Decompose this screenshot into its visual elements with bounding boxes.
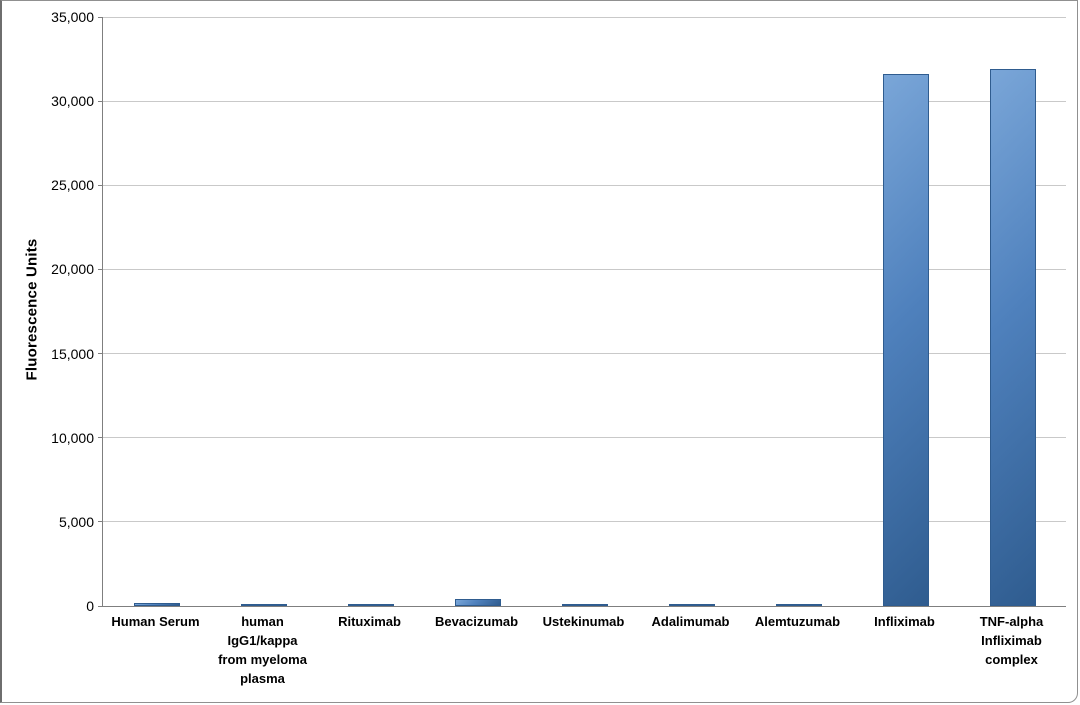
x-category-label-tnf-alpha: TNF-alpha Infliximab complex	[979, 614, 1044, 667]
bar-ustekinumab	[561, 603, 608, 606]
y-tick-mark	[98, 605, 103, 607]
y-tick-mark	[98, 16, 103, 18]
x-category-label-infliximab: Infliximab	[874, 614, 935, 629]
bar-rituximab	[347, 603, 394, 606]
gridline	[103, 268, 1066, 270]
gridline	[103, 353, 1066, 355]
y-tick-mark	[98, 184, 103, 186]
bar-bevacizumab	[454, 599, 501, 606]
y-tick-label: 30,000	[51, 93, 94, 110]
y-tick-label: 15,000	[51, 345, 94, 362]
y-tick-label: 5,000	[58, 513, 94, 530]
x-category-label-bevacizumab: Bevacizumab	[434, 614, 519, 629]
gridline	[103, 100, 1066, 102]
x-category-label-human: human IgG1/kappa from myeloma plasma	[218, 614, 307, 686]
y-tick-mark	[98, 268, 103, 270]
x-category-label-rituximab: Rituximab	[338, 614, 401, 629]
y-tick-mark	[98, 100, 103, 102]
gridline	[103, 184, 1066, 186]
bar-infliximab	[882, 74, 929, 606]
bar-human	[240, 604, 287, 606]
gridline	[103, 16, 1066, 18]
y-tick-mark	[98, 353, 103, 355]
y-tick-label: 10,000	[51, 429, 94, 446]
y-tick-label: 25,000	[51, 177, 94, 194]
y-tick-label: 20,000	[51, 261, 94, 278]
y-tick-label: 0	[86, 598, 94, 614]
bar-human-serum	[133, 602, 180, 606]
bar-tnf-alpha	[989, 69, 1036, 606]
y-tick-mark	[98, 521, 103, 523]
plot-area	[98, 16, 1066, 607]
gridline	[103, 521, 1066, 523]
x-category-label-ustekinumab: Ustekinumab	[542, 614, 625, 629]
y-tick-mark	[98, 437, 103, 439]
gridline	[103, 437, 1066, 439]
x-category-label-adalimumab: Adalimumab	[651, 614, 730, 629]
bar-adalimumab	[668, 603, 715, 606]
bar-alemtuzumab	[775, 604, 822, 606]
y-axis: 0 5,000 10,000 15,000 20,000 25,000 30,000 35,0…	[2, 9, 94, 614]
x-category-label-alemtuzumab: Alemtuzumab	[754, 614, 841, 629]
x-axis-category-labels: Human Serum human IgG1/kappa from myeloma…	[102, 613, 1065, 698]
y-tick-label: 35,000	[51, 9, 94, 25]
x-category-label-human-serum: Human Serum	[111, 614, 200, 629]
